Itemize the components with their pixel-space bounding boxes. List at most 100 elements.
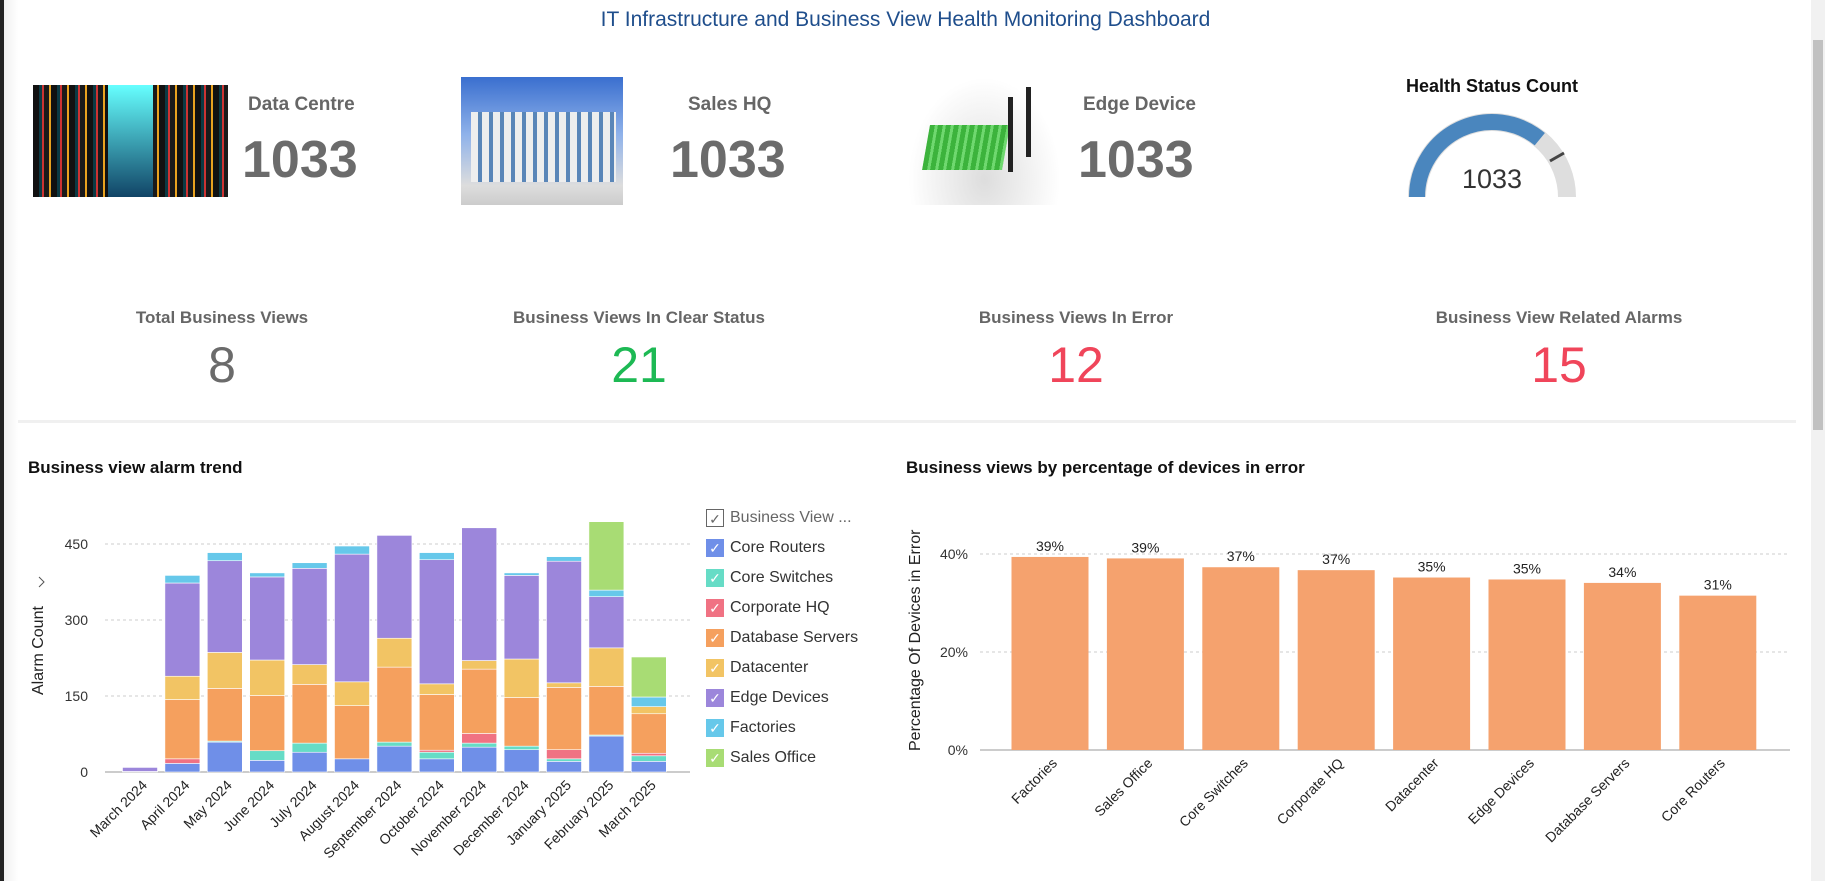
legend-label: Edge Devices bbox=[730, 689, 829, 706]
checkbox-icon[interactable]: ✓ bbox=[706, 629, 724, 647]
bar-segment bbox=[249, 695, 285, 752]
bar-segment bbox=[461, 668, 498, 734]
legend-label: Factories bbox=[730, 719, 796, 736]
bar-segment bbox=[334, 681, 370, 706]
bar-segment bbox=[588, 686, 625, 736]
checkbox-icon[interactable]: ✓ bbox=[706, 509, 724, 527]
widget-label: Edge Device bbox=[1083, 94, 1196, 115]
y-tick-label: 20% bbox=[940, 644, 968, 660]
y-axis-label: Alarm Count bbox=[30, 606, 47, 695]
server-room-image bbox=[33, 85, 228, 197]
bar-segment bbox=[630, 713, 667, 754]
bar-segment bbox=[122, 767, 158, 772]
scrollbar-thumb[interactable] bbox=[1813, 40, 1823, 430]
bar-segment bbox=[546, 758, 582, 762]
bar-segment bbox=[376, 637, 413, 668]
checkbox-icon[interactable]: ✓ bbox=[706, 659, 724, 677]
bar bbox=[1297, 570, 1375, 750]
bar-segment bbox=[503, 575, 540, 660]
legend-label: Corporate HQ bbox=[730, 599, 830, 616]
bar-segment bbox=[588, 521, 625, 591]
data-label: 31% bbox=[1704, 577, 1732, 593]
widget-value: 1033 bbox=[1078, 131, 1194, 189]
vertical-scrollbar[interactable] bbox=[1811, 0, 1825, 881]
bar-segment bbox=[630, 752, 667, 757]
bar bbox=[1202, 567, 1280, 750]
y-axis-label: Percentage Of Devices in Error bbox=[907, 529, 924, 751]
bar-segment bbox=[461, 742, 498, 748]
bar-segment bbox=[546, 560, 582, 684]
bar-segment bbox=[630, 696, 667, 707]
bar-segment bbox=[334, 705, 370, 760]
legend-label: Core Switches bbox=[730, 569, 834, 586]
legend-label: Core Routers bbox=[730, 539, 826, 556]
bar-segment bbox=[291, 742, 328, 753]
bar bbox=[1583, 582, 1661, 750]
bar-segment bbox=[207, 741, 243, 773]
x-tick-label: Database Servers bbox=[1542, 755, 1633, 846]
bar-segment bbox=[461, 527, 498, 661]
widget-label: Data Centre bbox=[248, 94, 355, 115]
checkbox-icon[interactable]: ✓ bbox=[706, 599, 724, 617]
x-tick-label: Core Routers bbox=[1658, 755, 1728, 825]
bar bbox=[1488, 579, 1566, 750]
bar-segment bbox=[418, 683, 455, 695]
bar-segment bbox=[418, 751, 455, 760]
legend-item[interactable]: ✓ Core Routers bbox=[706, 533, 858, 563]
bar-segment bbox=[546, 556, 582, 562]
checkbox-icon[interactable]: ✓ bbox=[706, 539, 724, 557]
bar-segment bbox=[588, 647, 625, 687]
bar-segment bbox=[503, 572, 540, 576]
bar-segment bbox=[503, 697, 540, 747]
bar-segment bbox=[630, 706, 667, 715]
bar-segment bbox=[418, 758, 455, 773]
bar-segment bbox=[588, 596, 625, 649]
widget-value: 1033 bbox=[670, 131, 786, 189]
bar-segment bbox=[588, 589, 625, 597]
y-tick-label: 0 bbox=[80, 764, 88, 780]
kpi-value: 8 bbox=[208, 337, 236, 393]
legend-title: Business View ... bbox=[730, 509, 852, 526]
bar-segment bbox=[291, 562, 328, 569]
bar bbox=[1393, 577, 1471, 750]
bar-segment bbox=[546, 761, 582, 773]
bar-segment bbox=[546, 687, 582, 751]
section-divider bbox=[18, 420, 1796, 423]
legend-item[interactable]: ✓ Database Servers bbox=[706, 623, 858, 653]
bar-segment bbox=[503, 658, 540, 698]
legend-item[interactable]: ✓ Corporate HQ bbox=[706, 593, 858, 623]
legend-item[interactable]: ✓ Edge Devices bbox=[706, 683, 858, 713]
bar-segment bbox=[164, 758, 201, 764]
chart-title: Business views by percentage of devices … bbox=[906, 458, 1305, 477]
checkbox-icon[interactable]: ✓ bbox=[706, 719, 724, 737]
x-tick-label: Factories bbox=[1008, 755, 1060, 807]
bar-segment bbox=[376, 666, 413, 743]
x-tick-label: Sales Office bbox=[1091, 755, 1156, 820]
x-tick-label: Datacenter bbox=[1382, 755, 1442, 815]
kpi-value: 15 bbox=[1531, 337, 1587, 393]
bar-segment bbox=[461, 733, 498, 744]
checkbox-icon[interactable]: ✓ bbox=[706, 689, 724, 707]
bar-segment bbox=[376, 745, 413, 773]
bar-segment bbox=[503, 749, 540, 773]
legend-item[interactable]: ✓ Sales Office bbox=[706, 743, 858, 773]
checkbox-icon[interactable]: ✓ bbox=[706, 569, 724, 587]
checkbox-icon[interactable]: ✓ bbox=[706, 749, 724, 767]
bar-segment bbox=[630, 755, 667, 762]
data-label: 39% bbox=[1036, 538, 1064, 554]
bar-segment bbox=[461, 746, 498, 773]
x-tick-label: Edge Devices bbox=[1465, 755, 1537, 827]
legend-item[interactable]: ✓ Factories bbox=[706, 713, 858, 743]
data-label: 37% bbox=[1227, 548, 1255, 564]
legend-item[interactable]: ✓ Core Switches bbox=[706, 563, 858, 593]
edge-device-image bbox=[908, 77, 1061, 205]
y-tick-label: 300 bbox=[65, 612, 89, 628]
bar-segment bbox=[630, 761, 667, 773]
legend-item[interactable]: ✓ Datacenter bbox=[706, 653, 858, 683]
bar-segment bbox=[418, 749, 455, 753]
bar-segment bbox=[249, 572, 285, 578]
bar-segment bbox=[461, 660, 498, 670]
legend-select-all[interactable]: ✓ Business View ... bbox=[706, 503, 858, 533]
kpi-related-alarms: Business View Related Alarms 15 bbox=[1359, 308, 1759, 394]
